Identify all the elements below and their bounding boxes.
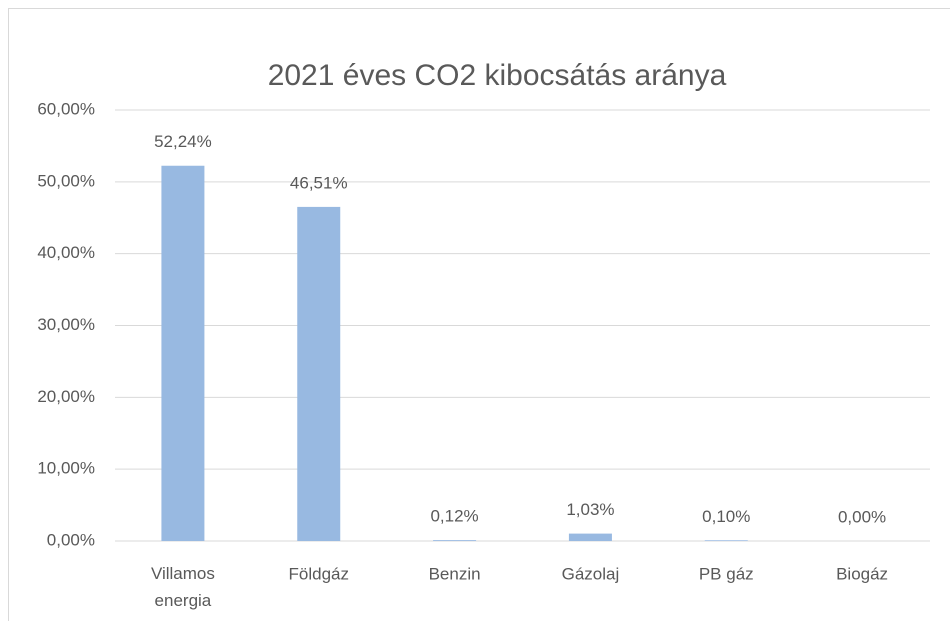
x-tick-label: Villamos energia [151,564,215,610]
y-tick-label: 60,00% [37,99,95,118]
y-tick-label: 50,00% [37,171,95,190]
data-label: 46,51% [290,173,348,192]
data-label: 1,03% [566,500,614,519]
y-tick-label: 30,00% [37,315,95,334]
y-tick-label: 20,00% [37,387,95,406]
bar [433,540,477,541]
y-tick-label: 40,00% [37,243,95,262]
bar [568,533,612,541]
data-label: 0,00% [838,507,886,526]
bar [161,165,205,541]
chart-frame [8,8,950,621]
x-tick-label: Benzin [429,564,481,583]
data-label: 0,10% [702,507,750,526]
data-label: 0,12% [430,507,478,526]
x-tick-label: Biogáz [836,564,888,583]
bar [704,540,748,541]
chart-title: 2021 éves CO2 kibocsátás aránya [268,59,727,92]
bar [297,206,341,541]
x-tick-label: PB gáz [699,564,754,583]
data-label: 52,24% [154,132,212,151]
y-tick-label: 0,00% [47,530,95,549]
x-tick-label: Földgáz [289,564,349,583]
y-tick-label: 10,00% [37,459,95,478]
x-tick-label: Gázolaj [562,564,620,583]
